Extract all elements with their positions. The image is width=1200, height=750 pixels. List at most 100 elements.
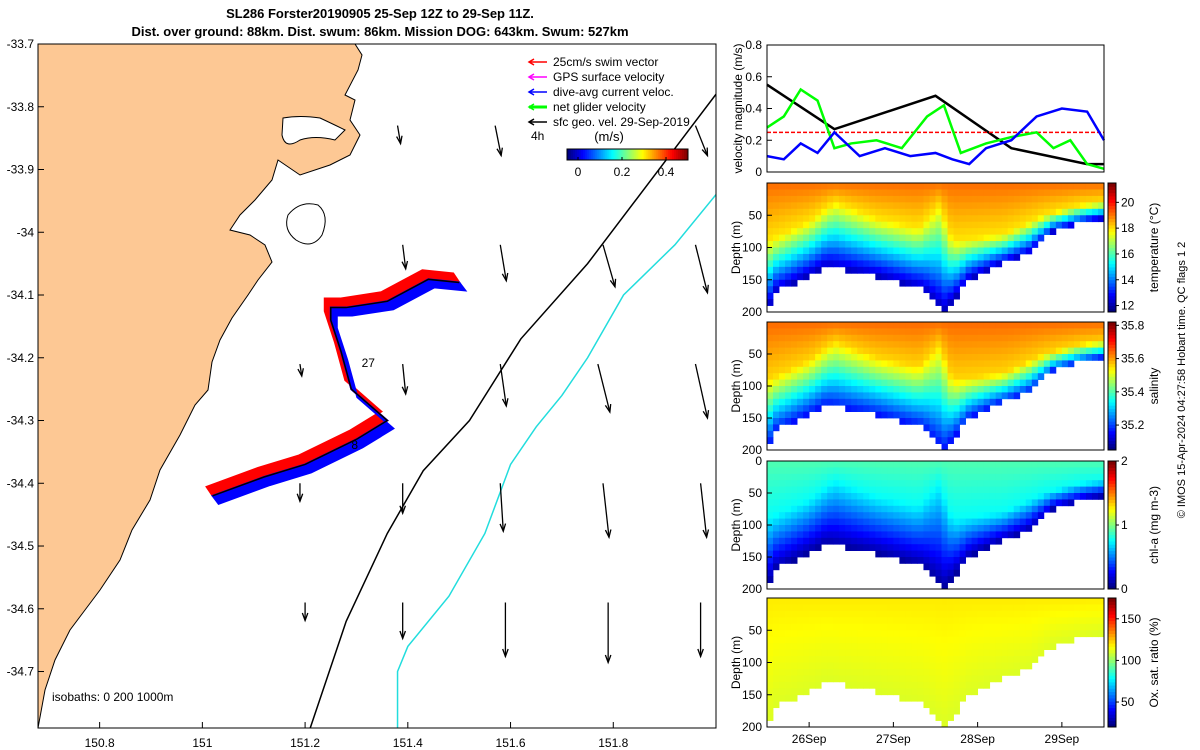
section-cell (857, 266, 864, 274)
section-cell (803, 668, 810, 676)
section-cell (935, 537, 942, 545)
section-cell (959, 480, 966, 487)
section-cell (893, 617, 900, 625)
section-cell (1007, 253, 1015, 261)
section-cell (791, 557, 798, 564)
section-cell (947, 411, 954, 419)
section-cell (833, 499, 840, 507)
section-cell (1043, 354, 1051, 361)
section-cell (1007, 328, 1015, 336)
section-cell (953, 341, 960, 348)
section-cell (863, 681, 870, 689)
section-cell (779, 688, 786, 696)
section-cell (947, 461, 954, 468)
section-cell (1019, 518, 1027, 526)
section-cell (1031, 473, 1039, 481)
section-cell (863, 228, 870, 235)
section-cell (935, 241, 942, 248)
section-cell (911, 610, 918, 618)
section-cell (1073, 208, 1081, 216)
section-cell (941, 183, 948, 190)
section-cell (989, 228, 997, 235)
section-cell (803, 398, 810, 406)
section-cell (1031, 195, 1039, 203)
section-cell (863, 544, 870, 551)
section-cell (791, 525, 798, 532)
section-cell (935, 379, 942, 387)
section-cell (815, 328, 822, 336)
section-cell (983, 347, 991, 355)
section-cell (863, 537, 870, 545)
section-cell (857, 623, 864, 631)
section-cell (917, 473, 924, 481)
section-cell (1025, 604, 1033, 612)
section-cell (767, 493, 774, 500)
section-cell (1079, 493, 1087, 500)
section-cell (857, 189, 864, 197)
current-vector-head (496, 147, 503, 158)
section-cell (863, 643, 870, 650)
section-cell (923, 322, 930, 329)
section-cell (923, 260, 930, 268)
section-cell (773, 531, 780, 539)
section-cell (953, 405, 960, 412)
section-cell (803, 328, 810, 336)
section-cell (941, 544, 948, 551)
section-cell (833, 636, 840, 644)
section-cell (1013, 623, 1021, 631)
section-cell (911, 411, 918, 419)
section-cell (1013, 379, 1021, 387)
section-cell (965, 544, 973, 551)
section-cell (1019, 379, 1027, 387)
section-cell (1007, 473, 1015, 481)
section-cell (941, 531, 948, 539)
map-ytick-label: -33.7 (7, 37, 35, 51)
section-cell (767, 392, 774, 400)
section-cell (941, 681, 948, 689)
section-cell (971, 234, 979, 242)
section-cell (797, 623, 804, 631)
section-cell (851, 208, 858, 216)
section-cell (803, 649, 810, 657)
section-cell (929, 557, 936, 564)
section-ytick-label: 150 (742, 688, 762, 702)
section-cell (839, 183, 846, 190)
section-cell (821, 379, 828, 387)
section-cell (881, 228, 888, 235)
section-cell (899, 253, 906, 261)
section-cell (809, 617, 816, 625)
section-cell (1061, 604, 1069, 612)
section-cell (929, 461, 936, 468)
section-cell (875, 688, 882, 696)
section-cell (851, 386, 858, 393)
section-cell (797, 604, 804, 612)
section-cell (1025, 656, 1033, 663)
section-cell (833, 386, 840, 393)
section-cell (887, 623, 894, 631)
section-cell (785, 322, 792, 329)
section-cell (959, 215, 966, 223)
section-cell (1025, 228, 1033, 235)
section-cell (1025, 473, 1033, 481)
section-cell (809, 681, 816, 689)
section-cell (1049, 461, 1057, 468)
section-cell (1055, 623, 1063, 631)
section-colorbar-cell (1108, 386, 1116, 390)
section-cell (935, 347, 942, 355)
section-cell (1085, 322, 1093, 329)
section-cell (1001, 630, 1009, 638)
section-cell (1085, 215, 1093, 223)
current-vector-head (401, 386, 409, 396)
section-cell (869, 189, 876, 197)
section-cell (959, 623, 966, 631)
section-cell (905, 195, 912, 203)
section-cell (1055, 341, 1063, 348)
section-cell (1067, 598, 1075, 605)
section-cell (869, 195, 876, 203)
section-cell (917, 266, 924, 274)
section-cell (809, 643, 816, 650)
section-cell (953, 604, 960, 612)
section-cell (965, 234, 973, 242)
section-cell (1037, 228, 1045, 235)
section-cell (851, 617, 858, 625)
